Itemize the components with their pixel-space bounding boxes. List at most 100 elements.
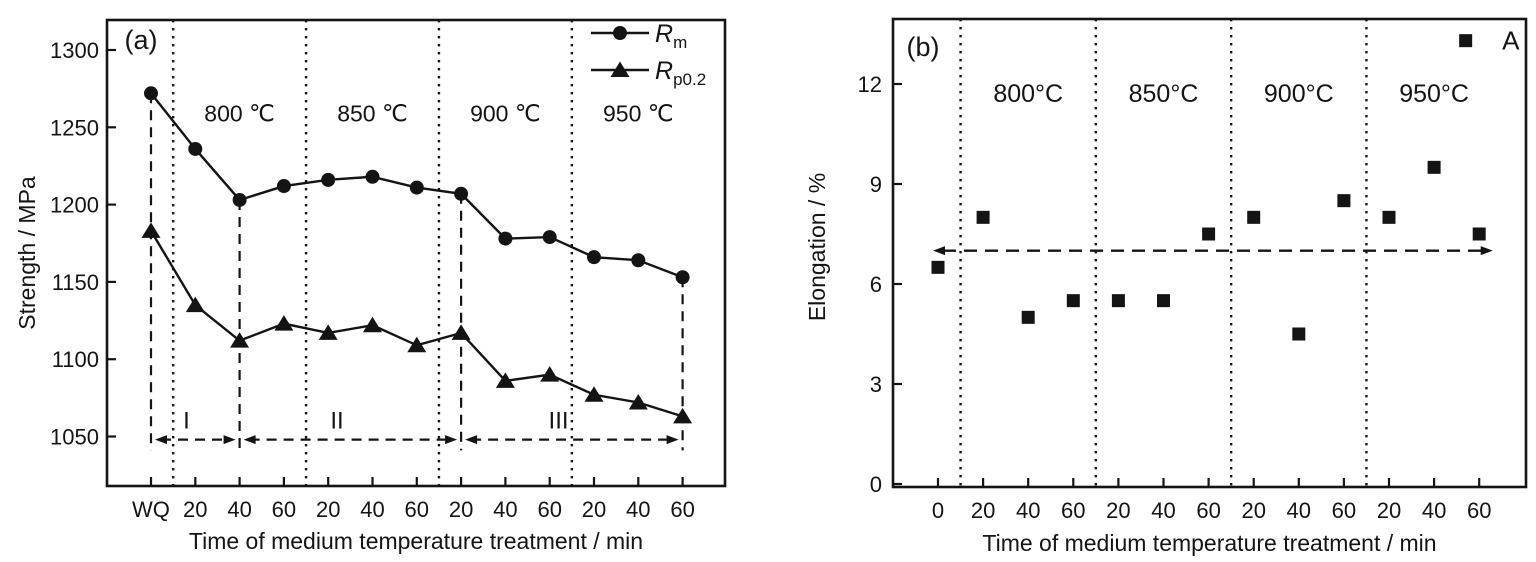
y-tick-label: 1300 xyxy=(50,38,99,63)
zone-arrows: I II III xyxy=(155,408,679,445)
x-tick-label: 20 xyxy=(1241,498,1265,523)
square-marker xyxy=(1021,310,1035,324)
legend-label: Rp0.2 xyxy=(655,57,706,89)
square-marker xyxy=(1292,327,1306,341)
arrowhead xyxy=(223,435,236,445)
x-tick-label: 20 xyxy=(449,497,473,522)
x-tick-label: 20 xyxy=(971,498,995,523)
y-tick-label: 12 xyxy=(858,72,882,97)
square-marker xyxy=(976,210,990,224)
x-tick-label: WQ xyxy=(132,497,170,522)
panel-a-chart: 800 ℃ 850 ℃ 900 ℃ 950 ℃I II III10501100115012… xyxy=(14,18,727,554)
reference-line xyxy=(933,246,1493,256)
arrowhead xyxy=(243,435,256,445)
square-marker xyxy=(1382,210,1396,224)
y-axis-title: Elongation / % xyxy=(804,173,830,321)
arrowhead xyxy=(445,435,458,445)
triangle-marker xyxy=(363,316,382,333)
region-boundaries xyxy=(959,19,1368,487)
y-tick-label: 1150 xyxy=(52,270,99,295)
square-marker xyxy=(1202,227,1216,241)
region-label: 800 ℃ xyxy=(204,100,275,126)
y-tick-label: 0 xyxy=(870,472,882,497)
y-tick-label: 3 xyxy=(870,372,882,397)
triangle-marker xyxy=(584,386,604,402)
x-tick-label: 40 xyxy=(1151,498,1175,523)
x-tick-label: 0 xyxy=(932,498,944,523)
region-label: 850 ℃ xyxy=(337,100,408,126)
zone-label: II xyxy=(330,408,343,435)
x-tick-label: 20 xyxy=(183,497,207,522)
arrowhead xyxy=(1480,246,1493,256)
x-tick-label: 40 xyxy=(1287,498,1311,523)
triangle-marker xyxy=(628,393,648,410)
triangle-marker xyxy=(673,407,693,424)
circle-marker xyxy=(144,86,158,101)
x-tick-label: 60 xyxy=(405,497,429,522)
square-marker xyxy=(1427,160,1441,174)
circle-marker xyxy=(498,231,513,246)
circle-marker xyxy=(409,180,424,195)
triangle-marker xyxy=(230,332,250,348)
triangle-marker xyxy=(318,324,338,340)
series-Rp0.2 xyxy=(141,222,693,424)
zone-label: I xyxy=(183,408,190,435)
triangle-marker xyxy=(451,324,471,340)
x-axis-title: Time of medium temperature treatment / m… xyxy=(982,530,1436,556)
x-tick-label: 60 xyxy=(1061,498,1085,523)
x-tick-label: 60 xyxy=(537,497,561,522)
region-label: 950 ℃ xyxy=(603,100,674,126)
y-tick-label: 1100 xyxy=(52,347,99,372)
x-tick-label: 60 xyxy=(670,497,694,522)
triangle-marker xyxy=(495,372,515,388)
x-tick-label: 60 xyxy=(272,497,296,522)
legend: Rm Rp0.2 xyxy=(591,20,706,89)
circle-marker xyxy=(587,250,601,265)
circle-marker xyxy=(613,26,627,40)
x-tick-label: 20 xyxy=(582,497,606,522)
x-tick-label: 60 xyxy=(1196,498,1220,523)
x-tick-label: 40 xyxy=(360,497,384,522)
circle-marker xyxy=(675,270,690,285)
x-tick-label: 40 xyxy=(626,497,650,522)
triangle-marker xyxy=(141,222,161,238)
square-marker xyxy=(1472,227,1486,241)
circle-marker xyxy=(454,186,469,201)
triangle-marker xyxy=(185,296,205,313)
y-tick-label: 1250 xyxy=(50,115,99,140)
y-tick-label: 6 xyxy=(870,272,882,297)
arrowhead xyxy=(465,435,478,445)
y-tick-label: 1050 xyxy=(50,425,99,450)
series-Elongation xyxy=(931,160,1486,341)
region-label: 900°C xyxy=(1264,80,1334,108)
panel-label: (a) xyxy=(125,25,158,55)
zone-label: III xyxy=(549,408,569,435)
region-labels: 800 ℃ 850 ℃ 900 ℃ 950 ℃ xyxy=(204,100,673,126)
square-marker xyxy=(931,260,945,274)
region-label: 850°C xyxy=(1129,80,1199,108)
circle-marker xyxy=(365,169,380,184)
axis-frame xyxy=(105,18,727,488)
square-marker xyxy=(1337,194,1351,208)
x-tick-label: 60 xyxy=(1467,498,1491,523)
x-tick-label: 20 xyxy=(1377,498,1401,523)
x-axis: WQ 20 40 60 20 40 60 20 40 60 20 40 60 xyxy=(132,477,695,522)
x-tick-label: 40 xyxy=(1016,498,1040,523)
arrowhead xyxy=(666,435,679,445)
arrowhead xyxy=(155,435,167,445)
circle-marker xyxy=(232,192,247,207)
square-marker xyxy=(1066,294,1080,308)
region-label: 900 ℃ xyxy=(470,100,541,126)
square-marker xyxy=(1111,294,1125,308)
square-marker xyxy=(1247,210,1261,224)
arrowhead xyxy=(933,246,946,256)
panel-label: (b) xyxy=(907,32,940,62)
triangle-marker xyxy=(610,61,630,77)
circle-marker xyxy=(631,253,646,268)
region-labels: 800°C 850°C 900°C 950°C xyxy=(993,80,1469,108)
region-label: 800°C xyxy=(993,80,1063,108)
panel-b-chart: 800°C 850°C 900°C 950°C A 0 3 6 9 12 0 20 40 60 20 40 60… xyxy=(804,17,1528,556)
x-tick-label: 20 xyxy=(1106,498,1130,523)
square-marker xyxy=(1157,294,1170,308)
